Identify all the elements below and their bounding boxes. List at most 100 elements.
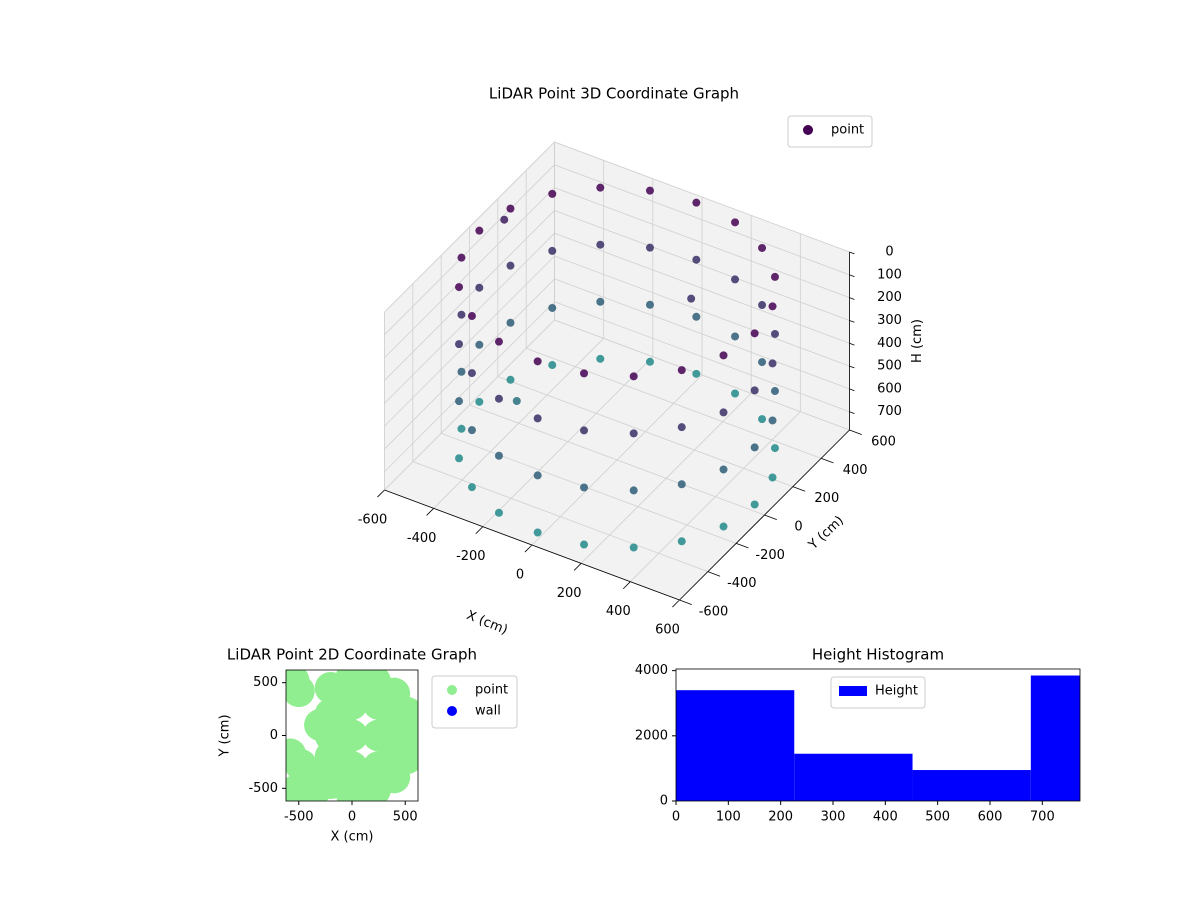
x-tick-label: 0 (516, 568, 524, 583)
legend-label: point (475, 683, 508, 698)
chart-title: Height Histogram (812, 646, 944, 664)
y-tick-label: 600 (871, 435, 896, 450)
point (475, 397, 484, 406)
y-tick-label: 200 (814, 491, 839, 506)
point (378, 703, 411, 736)
grid-line (497, 376, 793, 488)
point (304, 708, 337, 741)
tick-mark (849, 251, 855, 255)
point (768, 302, 777, 311)
tick-mark (736, 542, 749, 549)
tick-mark (849, 429, 862, 435)
tick-mark (764, 514, 777, 520)
point (629, 486, 638, 495)
z-tick-label: 200 (877, 290, 902, 305)
y-tick-label: -400 (727, 576, 757, 591)
x-tick-label: -400 (407, 531, 437, 546)
x-tick-label: 300 (821, 810, 846, 825)
point (475, 340, 484, 349)
chart-title: LiDAR Point 3D Coordinate Graph (489, 85, 739, 103)
legend-label: wall (475, 704, 501, 719)
point (475, 283, 484, 292)
point (457, 367, 466, 376)
point (770, 272, 779, 281)
y-tick-label: 0 (660, 794, 668, 809)
x-tick-label: 100 (716, 810, 741, 825)
point (758, 243, 767, 252)
y-tick-label: 2000 (635, 728, 668, 743)
grid-line (384, 210, 555, 381)
tick-mark (849, 411, 855, 414)
x-tick-label: 500 (393, 810, 418, 825)
point (500, 215, 509, 224)
point (719, 408, 728, 417)
x-tick-label: 200 (557, 586, 582, 601)
grid-line (554, 255, 850, 367)
x-tick-label: 600 (655, 623, 680, 638)
point (750, 386, 759, 395)
tick-mark (821, 457, 834, 464)
grid-line (554, 319, 850, 431)
grid-line (441, 432, 737, 544)
point (677, 537, 686, 546)
x-tick-label: 700 (1030, 810, 1055, 825)
grid-line (554, 301, 850, 413)
plot-area (286, 670, 418, 801)
point (692, 312, 701, 321)
point (533, 471, 542, 480)
bar (676, 690, 795, 801)
grid-line (384, 301, 555, 473)
grid-line (554, 210, 850, 321)
point (455, 397, 464, 406)
axis-line (679, 429, 850, 601)
point (629, 543, 638, 552)
point (533, 414, 542, 423)
legend-box (787, 115, 873, 148)
z-tick-label: 500 (877, 359, 902, 374)
grid-line (384, 187, 555, 358)
z-tick-label: 600 (877, 381, 902, 396)
legend-marker (447, 706, 457, 716)
point (645, 357, 654, 366)
point (731, 218, 740, 227)
tick-mark (622, 581, 631, 590)
legend-label: point (831, 123, 864, 138)
grid-line (554, 141, 850, 253)
legend-marker (447, 685, 457, 695)
point (457, 424, 466, 433)
axes-frame (675, 668, 1081, 802)
point (533, 528, 542, 537)
point (467, 312, 476, 321)
tick-mark (849, 320, 855, 323)
tick-mark (679, 599, 692, 605)
point (494, 451, 503, 460)
tick-mark (475, 526, 484, 535)
y-tick-label: 500 (253, 675, 278, 690)
tick-mark (707, 571, 721, 577)
point (596, 183, 605, 192)
y-tick-label: 400 (843, 463, 868, 478)
tick-mark (849, 297, 855, 300)
legend-box (830, 676, 926, 709)
point (768, 359, 777, 368)
x-tick-label: 200 (768, 810, 793, 825)
grid-line (469, 404, 765, 516)
y-tick-label: -500 (248, 781, 278, 796)
point (692, 369, 701, 378)
grid-line (384, 255, 555, 427)
y-tick-label: -600 (699, 605, 729, 620)
point (768, 416, 777, 425)
point (645, 300, 654, 309)
x-tick-label: -200 (456, 549, 486, 564)
point (580, 540, 589, 549)
z-tick-label: 300 (877, 313, 902, 328)
point (512, 397, 521, 406)
point (645, 186, 654, 195)
z-axis-label: H (cm) (910, 319, 925, 363)
point (770, 329, 779, 338)
legend-swatch (839, 686, 867, 696)
point (475, 226, 484, 235)
point (494, 394, 503, 403)
grid-line (554, 232, 850, 344)
point (750, 329, 759, 338)
